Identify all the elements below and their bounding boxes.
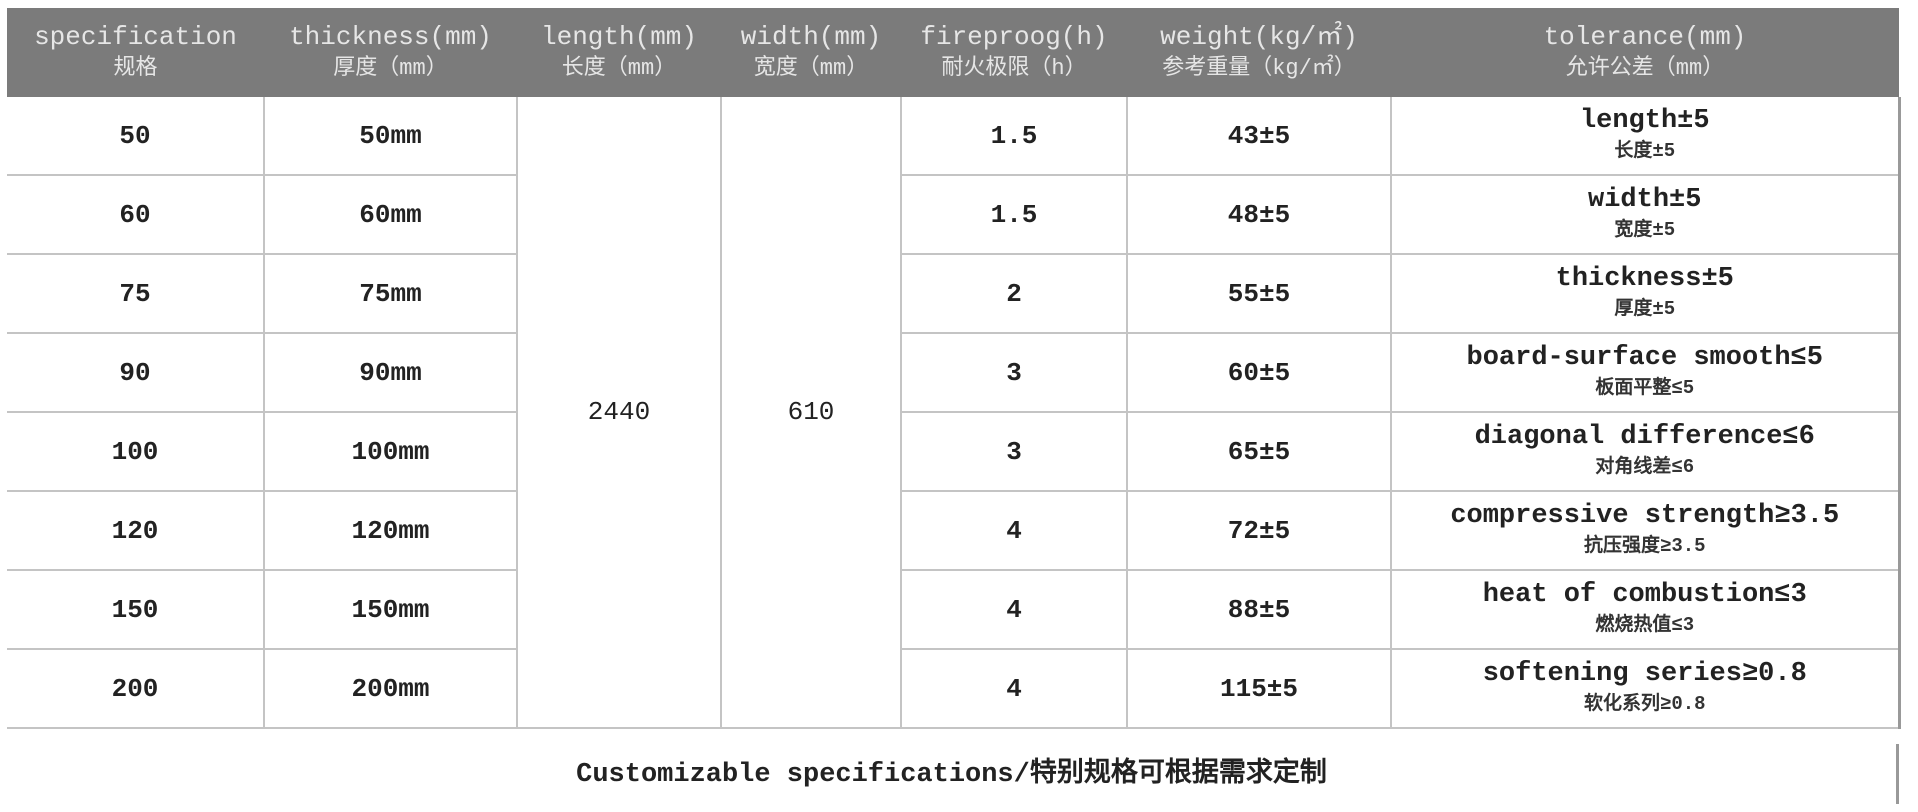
thickness-cell: 75mm: [263, 253, 518, 334]
table-row: 100 100mm 3 65±5 diagonal difference≤6 对角线…: [7, 411, 1901, 492]
tolerance-cell: heat of combustion≤3 燃烧热值≤3: [1390, 569, 1901, 650]
header-cn: 长度（mm）: [561, 55, 677, 81]
tolerance-en: diagonal difference≤6: [1474, 421, 1815, 452]
header-row: specification 规格 thickness(mm) 厚度（mm） length…: [7, 8, 1899, 97]
thickness-cell: 150mm: [263, 569, 518, 650]
fireproof-cell: 4: [900, 569, 1128, 650]
tolerance-en: board-surface smooth≤5: [1466, 342, 1823, 373]
tolerance-cell: diagonal difference≤6 对角线差≤6: [1390, 411, 1901, 492]
weight-cell: 115±5: [1126, 648, 1392, 729]
thickness-cell: 60mm: [263, 174, 518, 255]
fireproof-cell: 2: [900, 253, 1128, 334]
thickness-cell: 90mm: [263, 332, 518, 413]
fireproof-cell: 3: [900, 411, 1128, 492]
tolerance-en: thickness±5: [1555, 263, 1734, 294]
tolerance-en: heat of combustion≤3: [1482, 579, 1807, 610]
tolerance-cell: board-surface smooth≤5 板面平整≤5: [1390, 332, 1901, 413]
weight-cell: 43±5: [1126, 97, 1392, 176]
header-cn: 规格: [113, 55, 158, 81]
spec-cell: 60: [7, 174, 265, 255]
header-en: fireproog(h): [920, 21, 1108, 52]
tolerance-cell: length±5 长度±5: [1390, 97, 1901, 176]
header-en: tolerance(mm): [1543, 21, 1747, 52]
thickness-cell: 120mm: [263, 490, 518, 571]
table-row: 120 120mm 4 72±5 compressive strength≥3.5…: [7, 490, 1901, 571]
column-header: weight(kg/㎡) 参考重量（kg/㎡）: [1127, 8, 1391, 97]
header-en: length(mm): [540, 21, 698, 52]
tolerance-en: width±5: [1588, 184, 1702, 215]
weight-cell: 88±5: [1126, 569, 1392, 650]
column-header: fireproog(h) 耐火极限（h）: [901, 8, 1127, 97]
weight-cell: 65±5: [1126, 411, 1392, 492]
header-cn: 耐火极限（h）: [941, 55, 1087, 81]
tolerance-en: softening series≥0.8: [1482, 658, 1807, 689]
column-header: thickness(mm) 厚度（mm）: [264, 8, 517, 97]
header-cn: 参考重量（kg/㎡）: [1162, 55, 1356, 81]
tolerance-cn: 燃烧热值≤3: [1595, 613, 1695, 636]
column-header: specification 规格: [7, 8, 264, 97]
length-cell: 2440: [516, 97, 722, 729]
tolerance-cn: 抗压强度≥3.5: [1583, 534, 1706, 557]
spec-cell: 90: [7, 332, 265, 413]
table-body: 50 50mm 2440 610 1.5 43±5 length±5 长度±5 60 6…: [7, 97, 1901, 729]
spec-cell: 120: [7, 490, 265, 571]
tolerance-cn: 宽度±5: [1614, 218, 1676, 241]
spec-cell: 100: [7, 411, 265, 492]
spec-table: specification 规格 thickness(mm) 厚度（mm） length…: [7, 8, 1901, 729]
tolerance-cell: width±5 宽度±5: [1390, 174, 1901, 255]
table-row: 200 200mm 4 115±5 softening series≥0.8 软化系…: [7, 648, 1901, 729]
table-row: 60 60mm 1.5 48±5 width±5 宽度±5: [7, 174, 1901, 255]
spec-cell: 200: [7, 648, 265, 729]
tolerance-cn: 厚度±5: [1614, 297, 1676, 320]
weight-cell: 55±5: [1126, 253, 1392, 334]
thickness-cell: 50mm: [263, 97, 518, 176]
column-header: width(mm) 宽度（mm）: [721, 8, 901, 97]
table-row: 150 150mm 4 88±5 heat of combustion≤3 燃烧热值…: [7, 569, 1901, 650]
table-row: 50 50mm 2440 610 1.5 43±5 length±5 长度±5: [7, 97, 1901, 729]
column-header: tolerance(mm) 允许公差（mm）: [1391, 8, 1899, 97]
weight-cell: 72±5: [1126, 490, 1392, 571]
weight-cell: 48±5: [1126, 174, 1392, 255]
thickness-cell: 200mm: [263, 648, 518, 729]
fireproof-cell: 1.5: [900, 174, 1128, 255]
header-en: weight(kg/㎡): [1160, 21, 1358, 52]
table-row: 90 90mm 3 60±5 board-surface smooth≤5 板面平整…: [7, 332, 1901, 413]
tolerance-cell: thickness±5 厚度±5: [1390, 253, 1901, 334]
spec-cell: 75: [7, 253, 265, 334]
header-en: width(mm): [740, 21, 882, 52]
thickness-cell: 100mm: [263, 411, 518, 492]
fireproof-cell: 4: [900, 490, 1128, 571]
header-cn: 宽度（mm）: [753, 55, 869, 81]
header-en: thickness(mm): [289, 21, 492, 52]
fireproof-cell: 1.5: [900, 97, 1128, 176]
tolerance-cell: softening series≥0.8 软化系列≥0.8: [1390, 648, 1901, 729]
width-cell: 610: [720, 97, 902, 729]
tolerance-cn: 板面平整≤5: [1595, 376, 1695, 399]
tolerance-cn: 软化系列≥0.8: [1583, 692, 1706, 715]
tolerance-en: compressive strength≥3.5: [1450, 500, 1840, 531]
fireproof-cell: 3: [900, 332, 1128, 413]
header-cn: 允许公差（mm）: [1565, 55, 1725, 81]
fireproof-cell: 4: [900, 648, 1128, 729]
tolerance-cell: compressive strength≥3.5 抗压强度≥3.5: [1390, 490, 1901, 571]
spec-cell: 50: [7, 97, 265, 176]
spec-cell: 150: [7, 569, 265, 650]
column-header: length(mm) 长度（mm）: [517, 8, 721, 97]
tolerance-cn: 长度±5: [1614, 139, 1676, 162]
tolerance-cn: 对角线差≤6: [1595, 455, 1695, 478]
tolerance-en: length±5: [1579, 105, 1710, 136]
footer-note: Customizable specifications/特别规格可根据需求定制: [7, 744, 1899, 804]
weight-cell: 60±5: [1126, 332, 1392, 413]
table-row: 75 75mm 2 55±5 thickness±5 厚度±5: [7, 253, 1901, 334]
header-en: specification: [34, 21, 237, 52]
header-cn: 厚度（mm）: [333, 55, 448, 81]
